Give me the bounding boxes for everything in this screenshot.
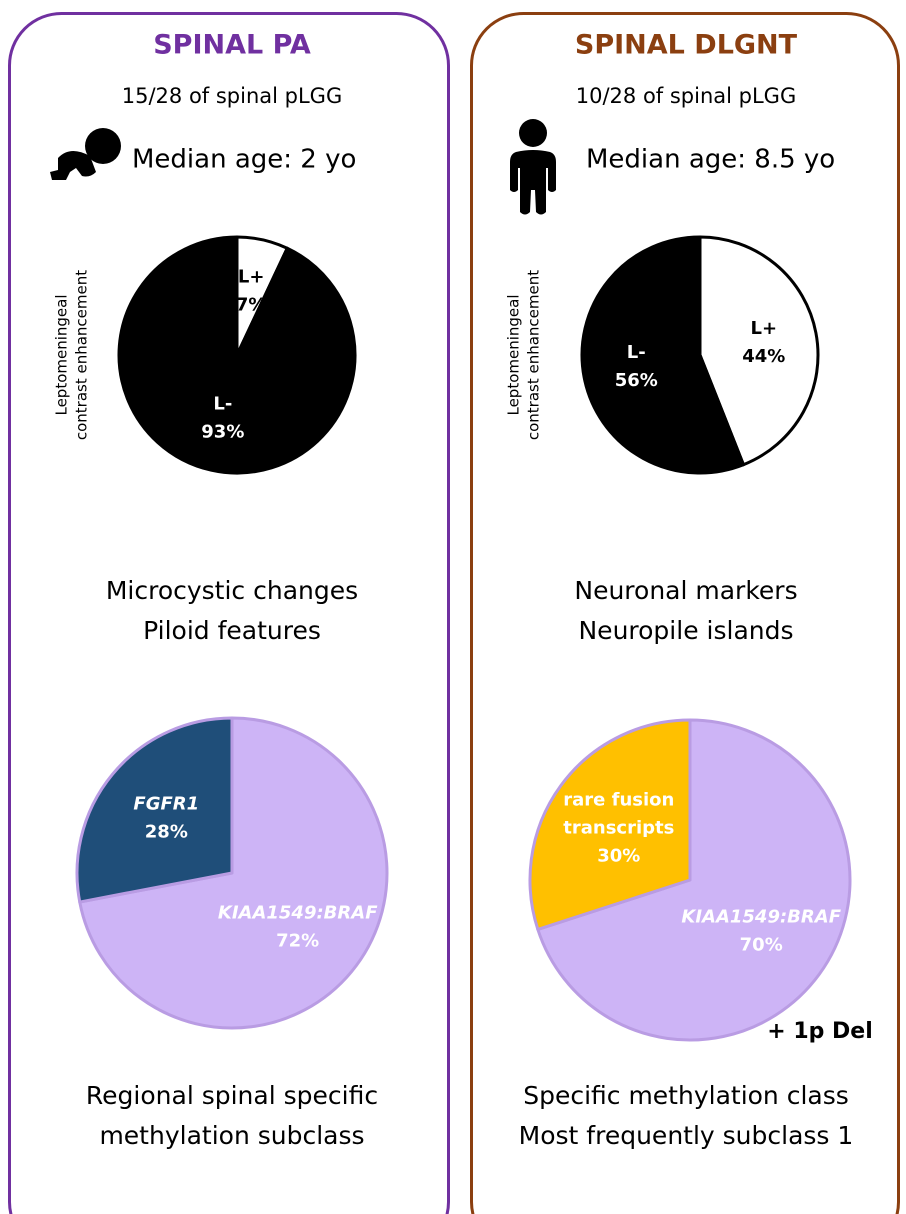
subtitle: 10/28 of spinal pLGG xyxy=(576,84,796,108)
baby-icon xyxy=(50,128,121,180)
feature-text: Piloid features xyxy=(143,616,321,645)
pie-slice xyxy=(117,235,357,475)
slice-label: L- xyxy=(627,342,646,363)
slice-label: transcripts xyxy=(563,817,674,838)
slice-label: KIAA1549:BRAF xyxy=(218,902,378,923)
slice-label: 7% xyxy=(236,295,267,316)
feature-text: Neuropile islands xyxy=(578,616,793,645)
median-age: Median age: 8.5 yo xyxy=(586,145,835,175)
subtitle: 15/28 of spinal pLGG xyxy=(122,84,342,108)
pie-slice xyxy=(75,716,234,904)
panel-title: SPINAL DLGNT xyxy=(575,30,798,61)
methylation-text: methylation subclass xyxy=(99,1121,364,1150)
y-axis-label: contrast enhancement xyxy=(525,270,543,440)
slice-label: 93% xyxy=(201,421,244,442)
pie-slice xyxy=(536,718,852,1042)
person-icon xyxy=(510,119,556,215)
panel-border xyxy=(8,12,450,1214)
slice-label: 28% xyxy=(145,822,188,843)
pie-slice xyxy=(528,718,692,931)
slice-label: 56% xyxy=(615,370,658,391)
slice-label: 44% xyxy=(742,346,785,367)
slice-label: 30% xyxy=(597,845,640,866)
slice-label: L+ xyxy=(750,318,777,339)
slice-label: L+ xyxy=(238,267,265,288)
median-age: Median age: 2 yo xyxy=(132,145,356,175)
pie-slice xyxy=(698,235,820,467)
feature-text: Neuronal markers xyxy=(574,576,797,605)
methylation-text: Regional spinal specific xyxy=(86,1081,378,1110)
methylation-text: Most frequently subclass 1 xyxy=(519,1121,854,1150)
slice-label: 70% xyxy=(740,935,783,956)
slice-label: 72% xyxy=(276,930,319,951)
pie-slice xyxy=(580,235,745,475)
panel-title: SPINAL PA xyxy=(153,30,311,61)
y-axis-label: Leptomeningeal xyxy=(53,294,71,415)
feature-text: Microcystic changes xyxy=(106,576,358,605)
slice-label: FGFR1 xyxy=(133,794,199,815)
y-axis-label: Leptomeningeal xyxy=(505,294,523,415)
y-axis-label: contrast enhancement xyxy=(73,270,91,440)
slice-label: KIAA1549:BRAF xyxy=(681,907,841,928)
panel-border xyxy=(470,12,900,1214)
slice-label: rare fusion xyxy=(563,789,674,810)
slice-label: L- xyxy=(213,393,232,414)
methylation-text: Specific methylation class xyxy=(523,1081,849,1110)
note: + 1p Del xyxy=(767,1019,873,1044)
